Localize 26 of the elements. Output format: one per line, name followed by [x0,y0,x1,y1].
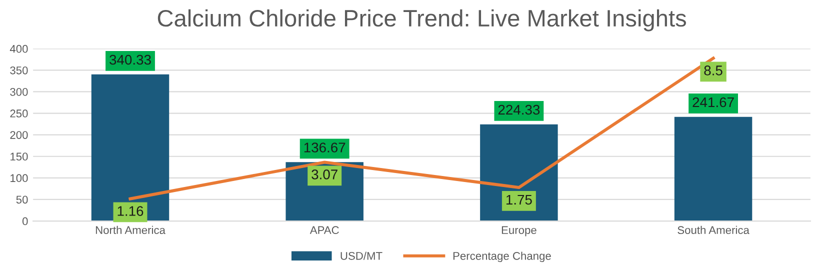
y-tick-label: 350 [10,66,28,74]
data-label: 8.5 [704,66,722,76]
y-tick-label: 50 [16,196,28,204]
x-tick-label: Europe [502,226,536,236]
data-label: 1.75 [506,194,532,205]
data-label: 1.16 [118,206,144,216]
bar [674,116,752,222]
data-label: 340.33 [110,54,151,65]
y-tick-label: 150 [10,152,28,161]
legend-label: USD/MT [340,252,382,260]
data-label: 136.67 [304,142,346,152]
y-tick-label: 100 [10,174,28,182]
y-tick-label: 0 [22,217,28,226]
data-label: 224.33 [498,104,540,115]
bar [91,74,170,222]
y-tick-label: 250 [10,110,28,118]
x-tick-label: South America [678,226,750,234]
chart-title: Calcium Chloride Price Trend: Live Market Insights [158,9,686,32]
y-tick-label: 400 [10,44,28,53]
x-tick-label: APAC [310,226,339,234]
data-label: 241.67 [692,97,734,108]
y-tick-label: 200 [10,131,28,139]
data-label: 3.07 [312,170,338,180]
y-tick-label: 300 [10,88,28,96]
x-tick-label: North America [96,226,166,234]
legend-label: Percentage Change [453,252,551,262]
